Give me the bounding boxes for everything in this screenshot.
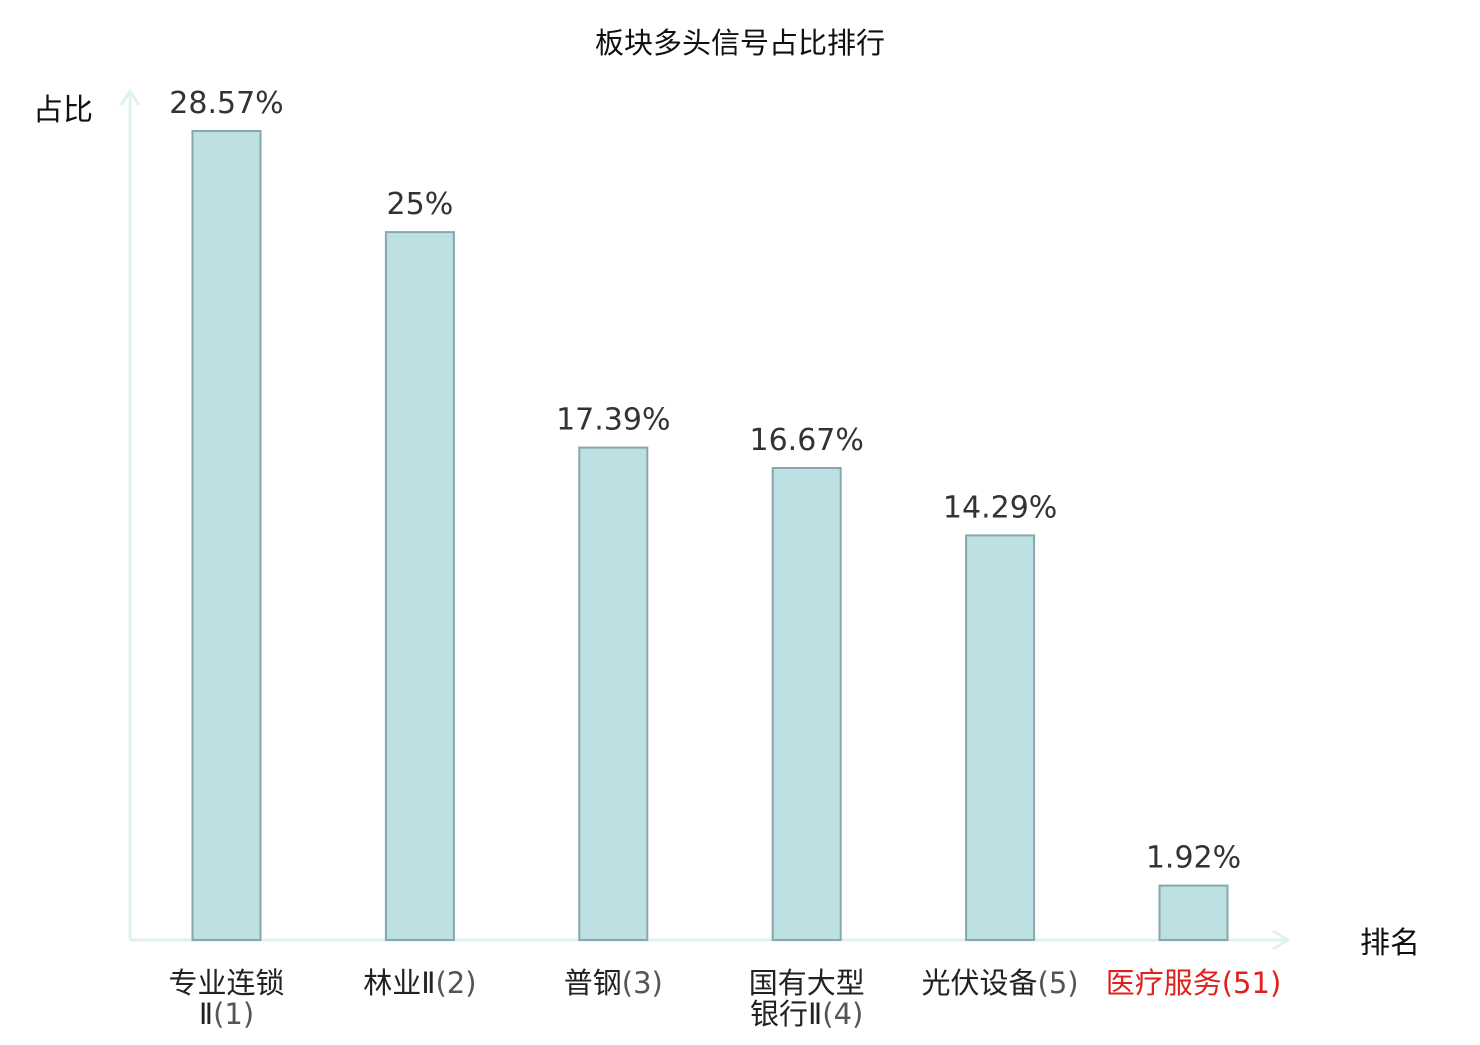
tick-label-name: 林业Ⅱ xyxy=(363,966,435,1000)
tick-label-rank: (51) xyxy=(1222,966,1282,1000)
tick-label-name: 国有大型 xyxy=(749,966,865,1000)
tick-label-rank: (5) xyxy=(1038,966,1079,1000)
tick-label: 银行Ⅱ(4) xyxy=(750,997,863,1031)
tick-label-name: 专业连锁 xyxy=(168,966,284,1000)
x-axis-label: 排名 xyxy=(1360,926,1420,961)
bar xyxy=(578,446,649,941)
y-axis-arrow xyxy=(119,88,141,106)
tick-label: 光伏设备(5) xyxy=(922,966,1079,1000)
chart-title: 板块多头信号占比排行 xyxy=(595,26,885,60)
data-label: 25% xyxy=(387,187,454,222)
x-axis-arrow xyxy=(1272,929,1291,951)
bar xyxy=(965,534,1036,942)
tick-label-name: 医疗服务 xyxy=(1106,966,1222,1000)
bars xyxy=(191,130,1229,942)
tick-label-name: 普钢 xyxy=(564,966,622,1000)
tick-label-rank: (4) xyxy=(822,997,863,1031)
tick-label-rank: (3) xyxy=(622,966,663,1000)
bar xyxy=(771,467,842,941)
tick-label-rank: (2) xyxy=(435,966,476,1000)
tick-label-name: 银行Ⅱ xyxy=(750,997,822,1031)
data-label: 16.67% xyxy=(750,423,864,458)
bar xyxy=(1158,884,1229,941)
axes xyxy=(119,88,1291,951)
tick-label-name: Ⅱ xyxy=(199,997,213,1031)
tick-label-name: 光伏设备 xyxy=(922,966,1038,1000)
tick-label: 专业连锁 xyxy=(168,966,284,1000)
data-label: 1.92% xyxy=(1146,841,1241,876)
value-labels: 28.57% 25% 17.39% 16.67% 14.29% 1.92% xyxy=(169,86,1241,876)
tick-label: 国有大型 xyxy=(749,966,865,1000)
tick-label-rank: (1) xyxy=(213,997,254,1031)
y-axis-label: 占比 xyxy=(33,93,93,128)
tick-label: Ⅱ(1) xyxy=(199,997,254,1031)
data-label: 14.29% xyxy=(943,490,1057,525)
tick-label: 林业Ⅱ(2) xyxy=(363,966,476,1000)
tick-label: 普钢(3) xyxy=(564,966,663,1000)
data-label: 28.57% xyxy=(169,86,283,121)
tick-label: 医疗服务(51) xyxy=(1106,966,1282,1000)
bar xyxy=(191,130,262,941)
bar xyxy=(384,231,455,942)
data-label: 17.39% xyxy=(556,403,670,438)
